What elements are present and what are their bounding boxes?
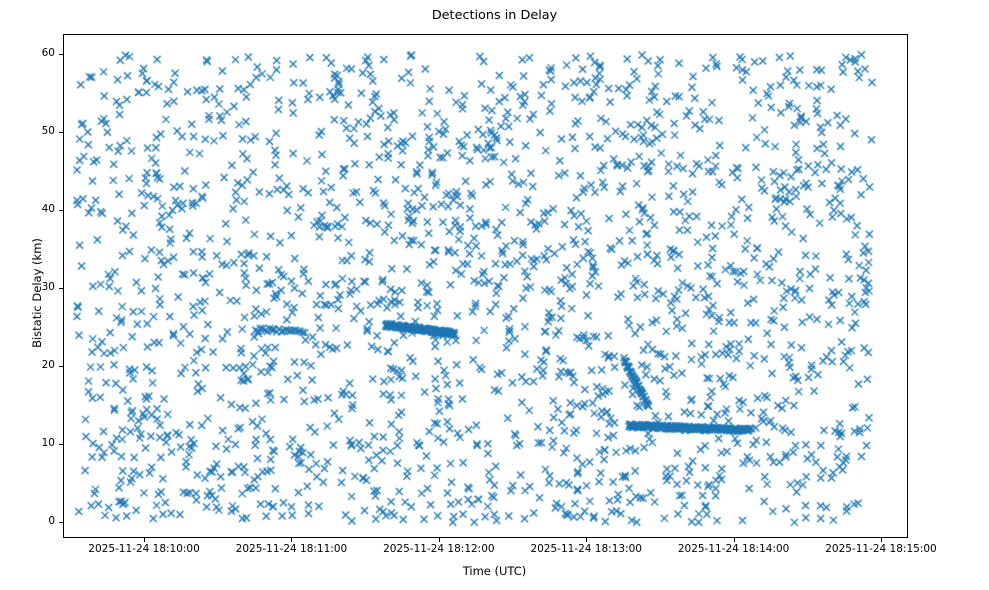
x-tick-mark xyxy=(438,538,440,542)
chart-title: Detections in Delay xyxy=(431,8,558,23)
y-axis-ticks: 0 10 20 30 40 50 60 xyxy=(0,0,63,590)
x-axis-label: Time (UTC) xyxy=(462,564,527,578)
scatter-points-layer xyxy=(64,35,907,537)
x-tick-label: 2025-11-24 18:13:00 xyxy=(530,543,642,555)
plot-area xyxy=(63,34,908,538)
y-tick-mark xyxy=(59,287,63,289)
y-axis-label: Bistatic Delay (km) xyxy=(30,238,44,348)
x-tick-label: 2025-11-24 18:11:00 xyxy=(235,543,348,555)
y-tick-label: 30 xyxy=(41,280,55,293)
y-tick-label: 50 xyxy=(41,124,55,137)
y-tick-mark xyxy=(59,522,63,524)
x-tick-mark xyxy=(586,538,588,542)
x-tick-label: 2025-11-24 18:12:00 xyxy=(383,543,495,555)
x-tick-label: 2025-11-24 18:14:00 xyxy=(677,543,790,555)
y-tick-mark xyxy=(59,209,63,211)
y-tick-mark xyxy=(59,131,63,133)
y-tick-mark xyxy=(59,53,63,55)
y-tick-mark xyxy=(59,444,63,446)
x-tick-mark xyxy=(144,538,146,542)
y-tick-label: 0 xyxy=(48,515,55,528)
x-tick-mark xyxy=(291,538,293,542)
x-tick-label: 2025-11-24 18:10:00 xyxy=(88,543,200,555)
y-tick-label: 10 xyxy=(41,437,55,450)
x-tick-label: 2025-11-24 18:15:00 xyxy=(825,543,937,555)
y-tick-mark xyxy=(59,366,63,368)
y-tick-label: 40 xyxy=(41,202,55,215)
x-tick-mark xyxy=(880,538,882,542)
y-tick-label: 60 xyxy=(41,46,55,59)
x-tick-mark xyxy=(733,538,735,542)
y-tick-label: 20 xyxy=(41,359,55,372)
